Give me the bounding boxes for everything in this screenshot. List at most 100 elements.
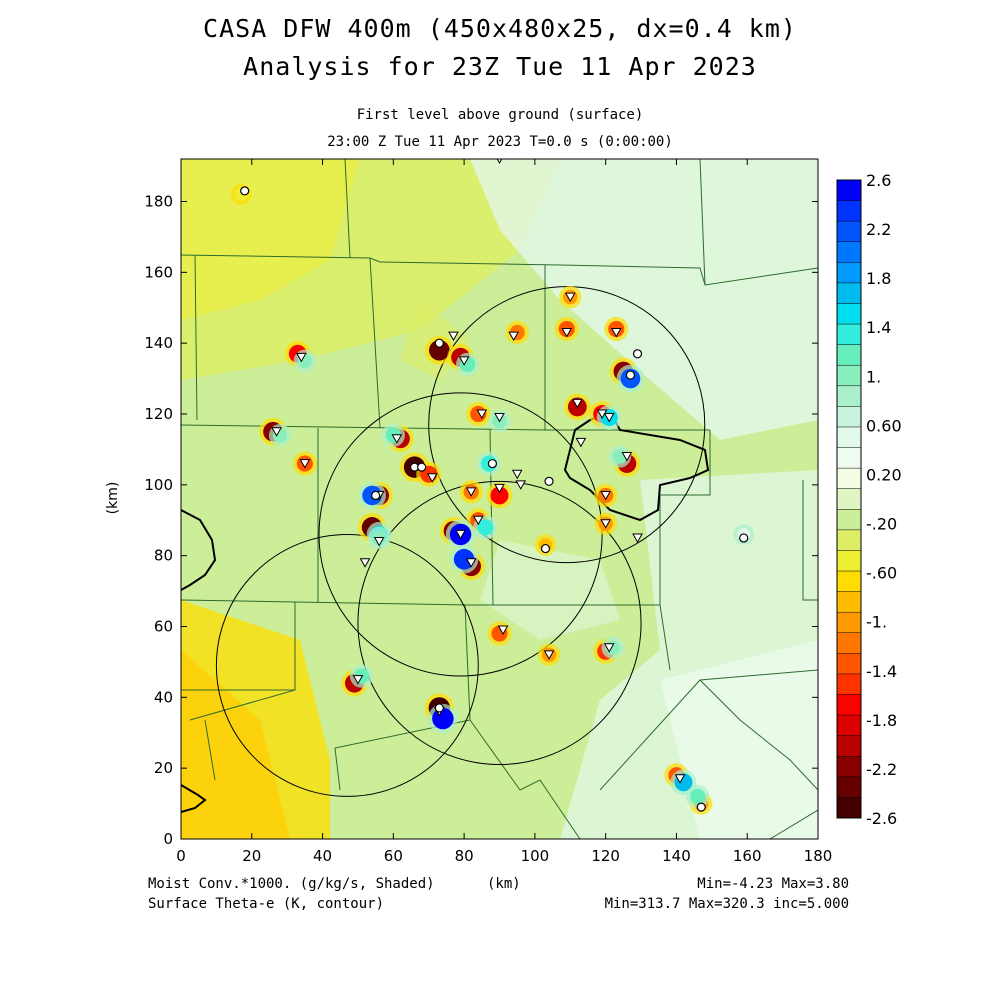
colorbar-label-11: -1.8	[866, 711, 897, 730]
y-tick-label-1: 20	[154, 759, 173, 777]
colorbar-swatch-28	[837, 756, 861, 778]
station-triangle-22	[515, 480, 527, 490]
station-triangle-5	[448, 331, 459, 342]
colorbar-label-2: 1.8	[866, 269, 891, 288]
conv-extremum-29	[490, 486, 509, 505]
station-triangle-37	[674, 774, 686, 784]
station-circle-10	[739, 533, 749, 543]
station-triangle-27	[632, 533, 643, 543]
station-triangle-7	[295, 352, 307, 363]
colorbar-swatch-5	[837, 282, 861, 304]
colorbar-swatch-7	[837, 324, 861, 346]
colorbar-swatch-23	[837, 653, 861, 675]
colorbar-label-8: -.60	[866, 564, 897, 583]
colorbar-swatch-2	[837, 221, 861, 243]
y-tick-label-6: 120	[144, 405, 173, 423]
colorbar-label-4: 1.	[866, 367, 881, 386]
y-tick-label-7: 140	[144, 334, 173, 352]
station-circle-3	[625, 370, 636, 380]
station-triangle-28	[373, 537, 385, 547]
footer-shaded-label: Moist Conv.*1000. (g/kg/s, Shaded)	[148, 876, 435, 892]
colorbar-swatch-21	[837, 612, 861, 634]
station-triangle-10	[572, 398, 583, 409]
station-triangle-33	[543, 650, 555, 660]
colorbar-swatch-12	[837, 426, 861, 449]
colorbar: 2.6 2.2 1.8 1.4 1. 0.60 0.20 -.20 -.60 -1. -1.4 -1.…	[836, 171, 902, 828]
station-triangle-32	[497, 625, 509, 636]
station-triangle-16	[621, 452, 633, 462]
footer-contour-label: Surface Theta-e (K, contour)	[148, 896, 385, 912]
contour-min-max: Min=313.7 Max=320.3 inc=5.000	[604, 896, 849, 912]
surface-stations	[240, 159, 749, 812]
colorbar-swatch-26	[837, 715, 861, 737]
station-triangle-29	[359, 558, 371, 568]
x-axis-unit: (km)	[487, 876, 521, 892]
station-circle-0	[240, 186, 250, 196]
colorbar-frame	[836, 179, 862, 819]
colorbar-swatch-4	[837, 262, 861, 284]
level-label: First level above ground (surface)	[356, 107, 644, 123]
station-triangle-24	[600, 490, 612, 501]
station-triangle-2	[508, 331, 520, 342]
station-triangle-26	[600, 519, 612, 529]
station-triangle-34	[603, 643, 615, 653]
y-tick-label-3: 60	[154, 618, 173, 636]
conv-extremum-51	[690, 788, 706, 805]
colorbar-swatch-11	[837, 406, 861, 428]
radar-range-circles	[215, 286, 706, 797]
station-circle-9	[540, 543, 551, 554]
chart-title: CASA DFW 400m (450x480x25, dx=0.4 km)	[203, 14, 797, 43]
x-tick-label-3: 60	[384, 847, 403, 865]
radar-circle-3	[215, 534, 479, 797]
station-triangle-17	[299, 459, 311, 469]
x-axis: 0 20 40 60 80 100 120 140 160 180	[176, 159, 832, 865]
station-triangle-25	[472, 515, 484, 526]
station-triangle-12	[603, 413, 615, 423]
colorbar-label-7: -.20	[866, 515, 897, 534]
x-tick-label-0: 0	[176, 847, 186, 865]
conv-extremum-32	[477, 519, 494, 536]
x-tick-label-9: 180	[804, 847, 833, 865]
colorbar-swatch-1	[837, 200, 861, 222]
y-tick-label-8: 160	[144, 263, 173, 281]
colorbar-label-3: 1.4	[866, 318, 891, 337]
colorbar-label-5: 0.60	[866, 416, 902, 435]
station-circle-12	[696, 802, 706, 812]
colorbar-swatch-27	[837, 735, 861, 757]
station-circle-11	[434, 703, 444, 713]
station-triangle-21	[494, 483, 505, 494]
station-triangle-20	[465, 487, 477, 497]
station-circle-1	[434, 338, 444, 348]
colorbar-swatch-14	[837, 468, 861, 490]
colorbar-label-10: -1.4	[866, 662, 897, 681]
y-tick-label-5: 100	[144, 476, 173, 494]
colorbar-label-0: 2.6	[866, 171, 891, 190]
colorbar-label-13: -2.6	[866, 809, 897, 828]
colorbar-swatch-19	[837, 571, 861, 593]
station-triangle-19	[426, 473, 438, 483]
station-triangle-14	[271, 427, 282, 437]
station-triangle-9	[494, 413, 505, 423]
station-circle-6	[417, 462, 427, 472]
y-tick-label-0: 0	[163, 830, 173, 848]
station-triangle-6	[458, 356, 470, 366]
radar-circle-2	[357, 480, 642, 766]
station-circle-7	[544, 476, 554, 486]
colorbar-swatch-25	[837, 694, 861, 716]
colorbar-swatch-17	[837, 529, 861, 551]
colorbar-label-1: 2.2	[866, 220, 891, 239]
colorbar-swatch-3	[837, 241, 861, 263]
colorbar-label-12: -2.2	[866, 760, 897, 779]
chart-subtitle-analysis: Analysis for 23Z Tue 11 Apr 2023	[243, 52, 757, 81]
colorbar-swatch-16	[837, 509, 861, 531]
colorbar-swatch-20	[837, 591, 861, 613]
station-circle-8	[371, 490, 381, 501]
colorbar-label-6: 0.20	[866, 465, 902, 484]
x-tick-label-5: 100	[521, 847, 550, 865]
colorbar-swatch-15	[837, 488, 861, 510]
station-triangle-3	[561, 328, 573, 338]
x-tick-label-8: 160	[733, 847, 762, 865]
conv-extremum-39	[453, 548, 475, 570]
station-triangle-13	[575, 437, 587, 448]
